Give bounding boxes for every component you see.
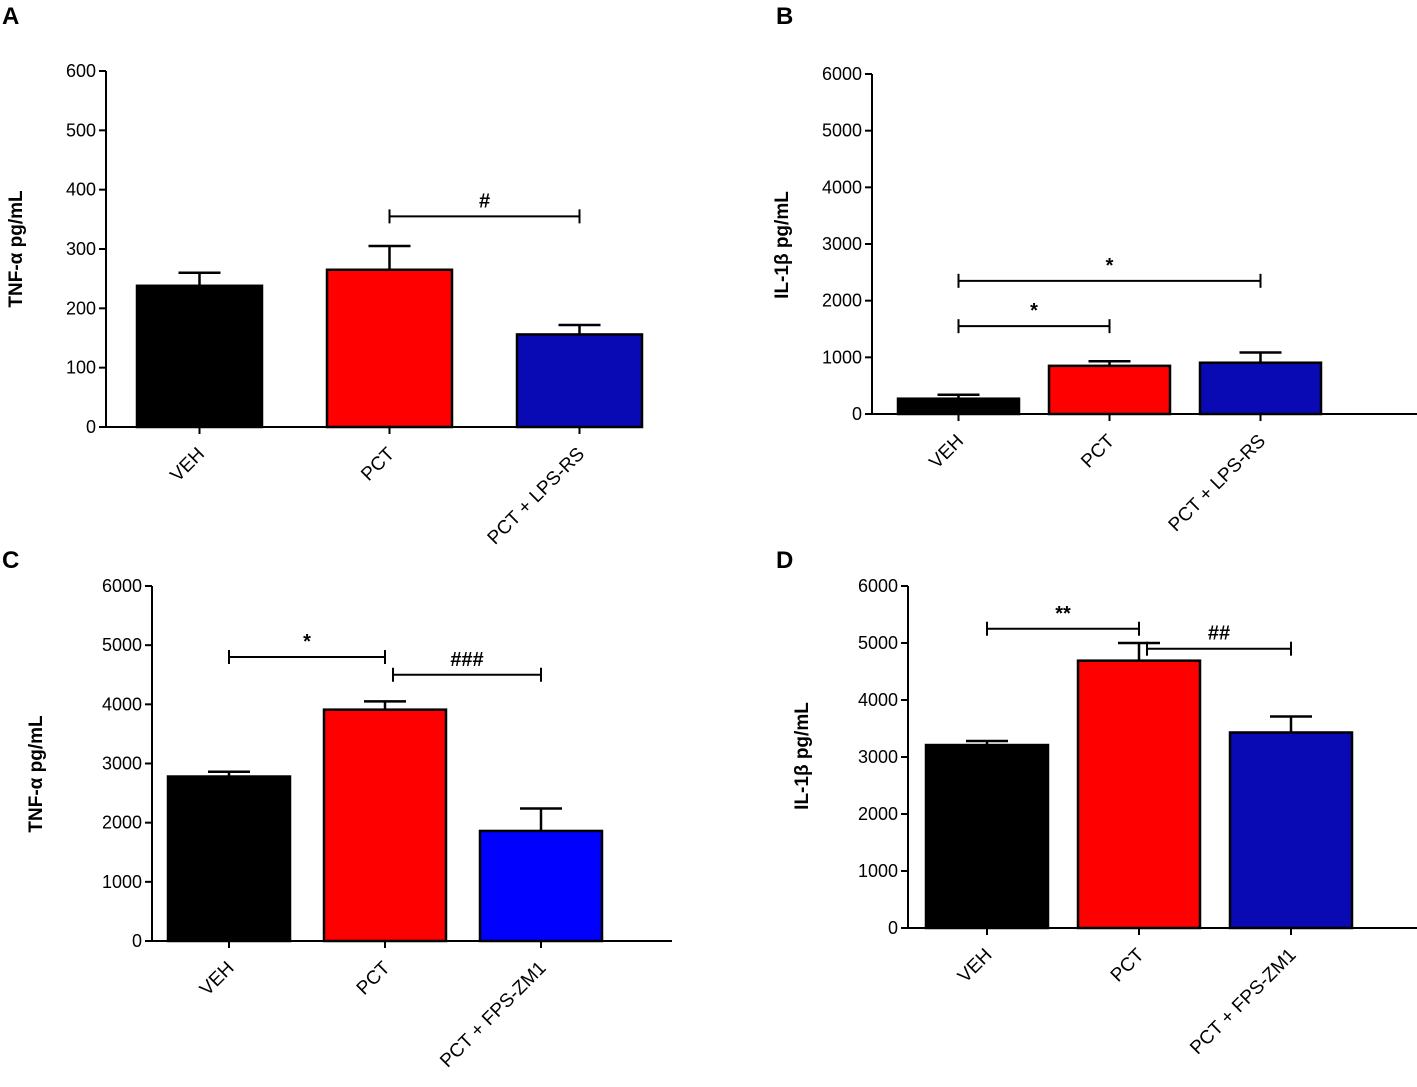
y-tick-label: 300: [66, 239, 96, 259]
y-tick-label: 4000: [858, 690, 898, 710]
category-label: PCT: [1107, 944, 1149, 986]
y-axis-title: TNF-α pg/mL: [26, 715, 47, 833]
bar-pct: [322, 708, 448, 943]
panel-letter: C: [2, 547, 19, 574]
bar-pct: [1047, 364, 1172, 416]
panel-c: C 0 1000 2000 3000 4000 5000 6000 TNF-α pg/mL VEH…: [0, 544, 708, 1087]
y-axis-title: IL-1β pg/mL: [792, 702, 813, 810]
y-tick-label: 5000: [822, 121, 862, 141]
y-tick-label: 4000: [102, 694, 142, 714]
category-label: PCT: [1077, 430, 1119, 472]
y-tick-label: 0: [852, 404, 862, 424]
y-tick-label: 600: [66, 61, 96, 81]
y-tick-label: 0: [86, 417, 96, 437]
significance-label: ###: [450, 649, 483, 671]
y-tick-label: 1000: [102, 872, 142, 892]
y-axis-title: IL-1β pg/mL: [772, 191, 793, 299]
bar-veh: [166, 775, 292, 943]
y-tick-label: 5000: [858, 633, 898, 653]
y-tick-label: 100: [66, 358, 96, 378]
y-tick-label: 0: [132, 931, 142, 951]
panel-a: A 0 100 200 300 400 500 600 TNF-α pg/mL VEH PCT PCT…: [0, 0, 708, 549]
y-tick-label: 3000: [822, 234, 862, 254]
bar-pct-lps-rs: [1198, 361, 1323, 416]
y-tick-label: 6000: [858, 576, 898, 596]
y-tick-label: 2000: [858, 804, 898, 824]
bar-pct: [325, 268, 454, 429]
panel-letter: D: [776, 547, 793, 574]
panel-b: B 0 1000 2000 3000 4000 5000 6000 IL-1β pg/mL VEH…: [708, 0, 1417, 544]
y-tick-label: 200: [66, 298, 96, 318]
category-label: VEH: [167, 444, 209, 486]
category-label: PCT: [353, 957, 395, 999]
category-label: PCT + LPS-RS: [484, 444, 589, 549]
chart-d: D 0 1000 2000 3000 4000 5000 6000 IL-1β pg/mL VEH…: [776, 547, 1417, 1059]
y-tick-label: 6000: [822, 64, 862, 84]
category-label: PCT + FPS-ZM1: [436, 958, 550, 1072]
y-tick-label: 500: [66, 120, 96, 140]
chart-b: B 0 1000 2000 3000 4000 5000 6000 IL-1β pg/mL VEH…: [772, 3, 1417, 536]
y-tick-label: 1000: [822, 347, 862, 367]
bar-pct-fps-zm1: [1228, 731, 1354, 930]
y-tick-label: 2000: [822, 291, 862, 311]
category-label: PCT + LPS-RS: [1165, 431, 1270, 536]
y-tick-label: 2000: [102, 813, 142, 833]
y-axis-title: TNF-α pg/mL: [6, 190, 27, 308]
y-tick-label: 4000: [822, 177, 862, 197]
y-tick-label: 3000: [102, 754, 142, 774]
chart-c: C 0 1000 2000 3000 4000 5000 6000 TNF-α pg/mL VEH…: [2, 547, 672, 1072]
significance-label: *: [1106, 255, 1114, 277]
bar-pct: [1076, 659, 1202, 930]
bar-pct-lps-rs: [515, 333, 644, 429]
y-tick-label: 1000: [858, 861, 898, 881]
significance-label: #: [479, 190, 490, 212]
category-label: PCT + FPS-ZM1: [1186, 945, 1300, 1059]
significance-label: **: [1055, 603, 1071, 625]
bar-veh: [135, 284, 264, 429]
y-tick-label: 6000: [102, 576, 142, 596]
significance-label: *: [303, 631, 311, 653]
y-tick-label: 0: [888, 918, 898, 938]
significance-label: ##: [1208, 623, 1230, 645]
panel-letter: A: [2, 3, 19, 30]
category-label: VEH: [926, 431, 968, 473]
category-label: VEH: [196, 958, 238, 1000]
y-tick-label: 3000: [858, 747, 898, 767]
panel-d: D 0 1000 2000 3000 4000 5000 6000 IL-1β pg/mL VEH…: [708, 544, 1417, 1087]
panel-letter: B: [776, 3, 793, 30]
category-label: VEH: [954, 945, 996, 987]
category-label: PCT: [357, 443, 399, 485]
y-tick-label: 5000: [102, 635, 142, 655]
y-tick-label: 400: [66, 180, 96, 200]
significance-label: *: [1030, 300, 1038, 322]
bar-veh: [896, 397, 1021, 416]
bar-veh: [924, 743, 1050, 930]
chart-a: A 0 100 200 300 400 500 600 TNF-α pg/mL VEH PCT PCT…: [2, 3, 644, 549]
bar-pct-fps-zm1: [478, 829, 604, 943]
